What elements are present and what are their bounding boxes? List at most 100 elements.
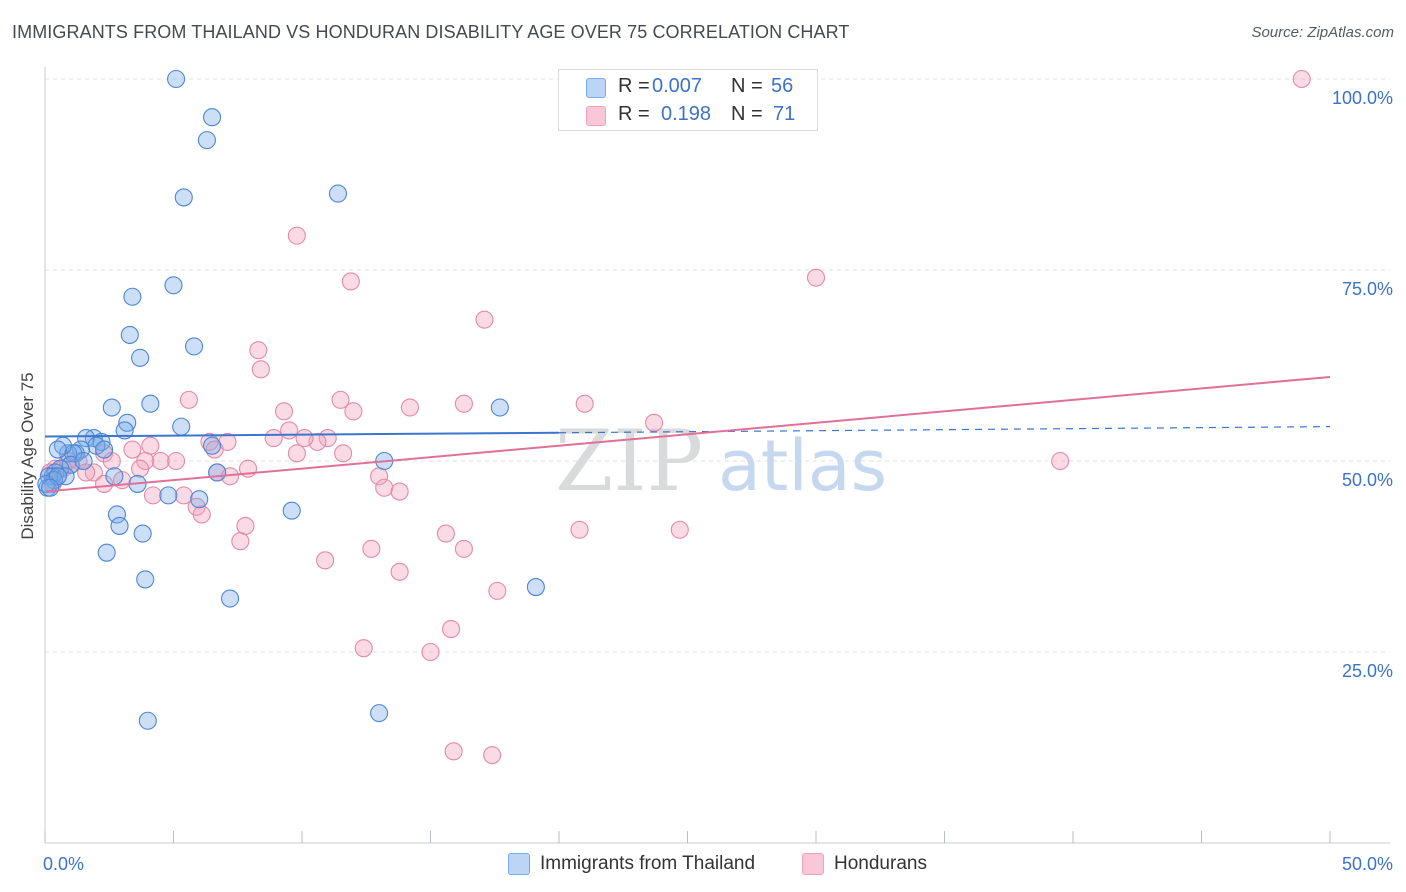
r-label: R = (618, 75, 650, 97)
data-point (185, 337, 204, 356)
hondurans-r-value: 0.198 (661, 103, 712, 125)
data-point (251, 360, 270, 379)
data-point (231, 532, 250, 551)
data-point (203, 108, 222, 127)
data-point (436, 524, 455, 543)
data-point (287, 226, 306, 245)
thailand-n-value: 56 (771, 75, 794, 97)
hondurans-legend-label: Hondurans (834, 853, 927, 874)
data-point (159, 486, 178, 505)
data-point (123, 287, 142, 306)
tick-labels: 25.0% 50.0% 75.0% 100.0% 0.0% 50.0% (43, 88, 1393, 874)
data-point (174, 188, 193, 207)
x-tick-label: 50.0% (1342, 854, 1393, 874)
n-label: N = (731, 75, 763, 97)
data-point (123, 440, 142, 459)
thailand-legend-label: Immigrants from Thailand (540, 853, 756, 874)
data-point (375, 478, 394, 497)
data-point (236, 516, 255, 535)
gridlines (45, 78, 1390, 653)
data-point (105, 467, 124, 486)
chart-title: IMMIGRANTS FROM THAILAND VS HONDURAN DIS… (12, 22, 850, 42)
data-point (141, 394, 160, 413)
data-point (274, 402, 294, 421)
data-point (203, 436, 222, 455)
bottom-legend: Immigrants from Thailand Hondurans (0, 850, 1406, 880)
n-label: N = (731, 103, 763, 125)
data-point (74, 451, 93, 471)
data-point (570, 520, 589, 539)
data-point (328, 184, 348, 203)
data-point (56, 467, 75, 486)
trend-lines (44, 375, 1331, 493)
data-point (95, 474, 114, 493)
data-point (249, 341, 268, 360)
data-point (138, 711, 157, 730)
data-point (64, 444, 83, 463)
data-point (282, 501, 301, 520)
data-point (136, 570, 155, 589)
data-point (84, 463, 103, 482)
data-point (174, 486, 193, 505)
data-point (370, 704, 389, 723)
data-point (645, 413, 664, 432)
data-point (131, 459, 150, 478)
data-point (400, 398, 419, 417)
data-point (115, 421, 134, 440)
data-point (421, 642, 440, 662)
watermark: ZIP atlas (555, 412, 887, 510)
data-point (483, 746, 502, 765)
data-point (490, 398, 509, 417)
stats-row-hondurans: R = 0.198 N = 71 (559, 101, 817, 129)
y-tick-label: 75.0% (1342, 279, 1393, 299)
data-point (806, 268, 826, 287)
y-axis-title: Disability Age Over 75 (18, 372, 37, 540)
data-point (362, 539, 381, 558)
data-point (197, 131, 216, 150)
data-point (95, 444, 114, 463)
data-point (1292, 69, 1311, 89)
watermark-atlas: atlas (718, 425, 887, 507)
data-point (390, 562, 409, 581)
data-point (190, 490, 209, 509)
data-point (442, 620, 461, 639)
thailand-trend-line-dashed (558, 426, 1331, 434)
data-point (670, 520, 689, 539)
data-point (454, 394, 473, 413)
data-point (1051, 451, 1070, 471)
data-point (120, 325, 139, 344)
data-point (102, 398, 121, 417)
data-point (208, 463, 227, 482)
data-point (95, 440, 114, 459)
y-tick-label: 100.0% (1332, 88, 1393, 108)
data-point (295, 429, 314, 448)
data-point (77, 429, 96, 448)
data-point (220, 589, 240, 608)
data-point (354, 639, 373, 658)
y-tick-label: 25.0% (1342, 661, 1393, 681)
data-point (164, 276, 183, 295)
data-point (77, 463, 96, 482)
thailand-trend-line (44, 431, 560, 438)
thailand-swatch (586, 78, 606, 98)
thailand-points (37, 69, 545, 730)
data-point (316, 551, 335, 570)
data-point (334, 444, 353, 463)
data-point (192, 505, 211, 524)
data-point (143, 486, 162, 505)
stats-legend: R = 0.007 N = 56 R = 0.198 N = 71 (558, 69, 818, 131)
thailand-legend-swatch (508, 853, 530, 875)
data-point (133, 524, 152, 543)
data-point (264, 429, 283, 448)
chart-source: Source: ZipAtlas.com (1251, 24, 1394, 41)
watermark-zip: ZIP (555, 412, 703, 510)
data-point (331, 390, 350, 409)
data-point (390, 482, 409, 501)
thailand-r-value: 0.007 (652, 75, 703, 97)
data-point (41, 478, 60, 497)
data-point (48, 440, 67, 459)
data-point (97, 543, 116, 562)
data-point (131, 348, 150, 367)
hondurans-trend-line (44, 375, 1331, 493)
